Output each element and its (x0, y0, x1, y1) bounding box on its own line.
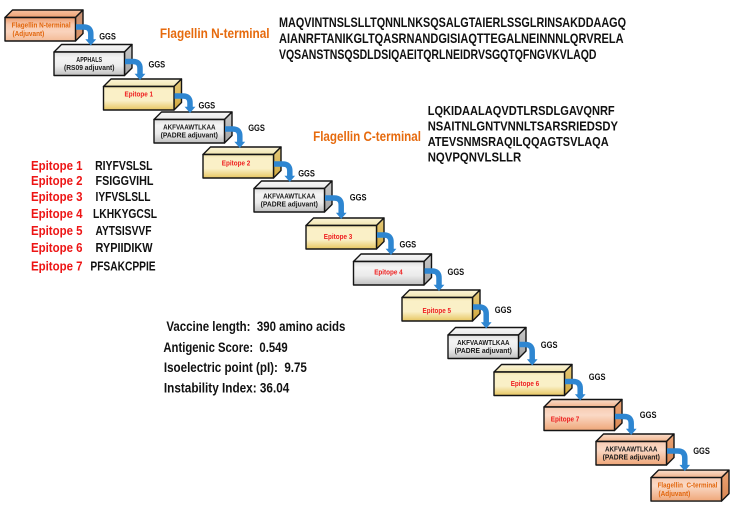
svg-text:GGS: GGS (298, 169, 315, 180)
svg-text:Epitope 2: Epitope 2 (31, 173, 83, 188)
svg-text:Epitope 3: Epitope 3 (31, 189, 83, 204)
svg-text:Epitope 1: Epitope 1 (31, 158, 83, 173)
svg-text:RIYFVSLSL: RIYFVSLSL (95, 158, 152, 173)
svg-text:Epitope 5: Epitope 5 (31, 223, 83, 238)
svg-text:Epitope 4: Epitope 4 (374, 267, 403, 276)
svg-text:Flagellin N-terminal: Flagellin N-terminal (160, 25, 270, 41)
svg-text:AKFVAAWTLKAA: AKFVAAWTLKAA (163, 123, 216, 132)
svg-text:(RS09 adjuvant): (RS09 adjuvant) (64, 63, 115, 72)
svg-text:GGS: GGS (199, 101, 216, 112)
svg-text:GGS: GGS (589, 372, 606, 383)
svg-text:Epitope 5: Epitope 5 (423, 306, 452, 315)
svg-text:LQKIDAALAQVDTLRSDLGAVQNRF: LQKIDAALAQVDTLRSDLGAVQNRF (428, 103, 615, 118)
svg-text:Epitope 2: Epitope 2 (222, 159, 251, 168)
svg-text:Antigenic Score: 0.549: Antigenic Score: 0.549 (163, 340, 288, 355)
svg-text:IYFVSLSLL: IYFVSLSLL (96, 189, 151, 204)
svg-text:Flagellin N-terminal: Flagellin N-terminal (12, 21, 71, 30)
svg-text:GGS: GGS (99, 32, 116, 43)
svg-text:AIANRFTANIKGLTQASRNANDGISIAQTT: AIANRFTANIKGLTQASRNANDGISIAQTTEGALNEINNN… (279, 31, 624, 46)
svg-text:Epitope 7: Epitope 7 (551, 415, 580, 424)
svg-text:Epitope 6: Epitope 6 (31, 240, 83, 255)
svg-text:GGS: GGS (640, 410, 657, 421)
svg-text:AKFVAAWTLKAA: AKFVAAWTLKAA (605, 445, 658, 454)
svg-text:(Adjuvant): (Adjuvant) (659, 489, 691, 498)
svg-text:VQSANSTNSQSDLDSIQAEITQRLNEIDRV: VQSANSTNSQSDLDSIQAEITQRLNEIDRVSGQTQFNGVK… (279, 47, 597, 62)
svg-text:Flagellin C-terminal: Flagellin C-terminal (313, 128, 421, 144)
svg-text:Instability Index: 36.04: Instability Index: 36.04 (164, 381, 290, 396)
svg-text:(PADRE adjuvant): (PADRE adjuvant) (161, 131, 219, 140)
svg-text:Epitope 3: Epitope 3 (324, 232, 353, 241)
svg-text:Vaccine length: 390 amino aci: Vaccine length: 390 amino acids (166, 319, 345, 334)
svg-text:APPHALS: APPHALS (76, 55, 102, 64)
svg-text:NQVPQNVLSLLR: NQVPQNVLSLLR (428, 149, 522, 164)
svg-text:PFSAKCPPIE: PFSAKCPPIE (90, 258, 155, 273)
svg-text:LKHKYGCSL: LKHKYGCSL (93, 206, 157, 221)
svg-text:Flagellin C-terminal: Flagellin C-terminal (658, 481, 718, 490)
svg-text:GGS: GGS (693, 446, 710, 457)
svg-text:GGS: GGS (350, 192, 367, 203)
svg-text:GGS: GGS (248, 123, 265, 134)
svg-text:AYTSISVVF: AYTSISVVF (96, 223, 152, 238)
svg-text:(PADRE adjuvant): (PADRE adjuvant) (455, 346, 513, 355)
svg-text:FSIGGVIHL: FSIGGVIHL (96, 173, 154, 188)
svg-text:Epitope 1: Epitope 1 (125, 89, 154, 98)
svg-text:GGS: GGS (448, 267, 465, 278)
svg-text:(Adjuvant): (Adjuvant) (13, 29, 45, 38)
svg-text:Isoelectric point (pI): 9.75: Isoelectric point (pI): 9.75 (164, 360, 307, 375)
svg-text:GGS: GGS (495, 305, 512, 316)
svg-text:Epitope 4: Epitope 4 (31, 206, 83, 221)
svg-text:RYPIIDIKW: RYPIIDIKW (96, 240, 153, 255)
svg-text:Epitope 7: Epitope 7 (31, 258, 83, 273)
svg-text:NSAITNLGNTVNNLTSARSRIEDSDY: NSAITNLGNTVNNLTSARSRIEDSDY (428, 119, 619, 134)
svg-text:(PADRE adjuvant): (PADRE adjuvant) (261, 200, 319, 209)
svg-text:GGS: GGS (149, 60, 166, 71)
svg-text:GGS: GGS (400, 239, 417, 250)
svg-text:AKFVAAWTLKAA: AKFVAAWTLKAA (457, 338, 510, 347)
svg-text:GGS: GGS (541, 340, 558, 351)
svg-text:MAQVINTNSLSLLTQNNLNKSQSALGTAIE: MAQVINTNSLSLLTQNNLNKSQSALGTAIERLSSGLRINS… (279, 15, 626, 30)
svg-text:Epitope 6: Epitope 6 (511, 379, 540, 388)
svg-text:(PADRE adjuvant): (PADRE adjuvant) (603, 453, 661, 462)
svg-text:AKFVAAWTLKAA: AKFVAAWTLKAA (263, 192, 316, 201)
svg-text:ATEVSNMSRAQILQQAGTSVLAQA: ATEVSNMSRAQILQQAGTSVLAQA (428, 134, 610, 149)
